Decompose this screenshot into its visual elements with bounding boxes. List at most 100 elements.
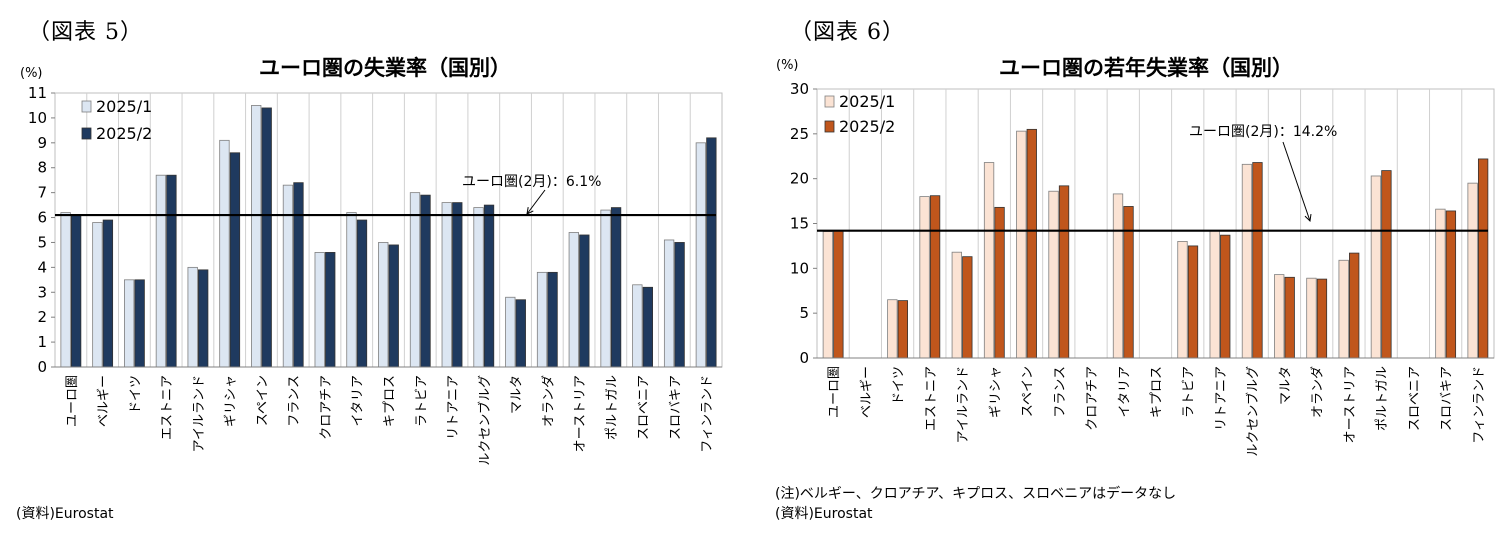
x-tick-label: ギリシャ — [988, 366, 1003, 418]
bar-chart-youth-unemployment: 0 5 10 15 20 25 30 ユーロ圏 ベルギー ドイツ エストニア アイルランド ギリシャ スペ… — [790, 80, 1495, 457]
bar-2025-2 — [1123, 206, 1134, 359]
y-tick-label: 6 — [37, 209, 47, 227]
y-tick-label: 2 — [37, 308, 47, 326]
bar-2025-2 — [962, 256, 973, 359]
callout-arrow — [1282, 141, 1311, 222]
x-tick-label: アイルランド — [956, 366, 971, 443]
source-note: (資料)Eurostat — [16, 506, 114, 522]
y-tick-label: 0 — [37, 358, 47, 376]
bar-2025-1 — [1241, 163, 1253, 359]
reference-line-label: ユーロ圏(2月)：14.2% — [1189, 124, 1337, 140]
y-tick-label: 30 — [790, 80, 809, 98]
bar-2025-1 — [568, 232, 579, 368]
x-tick-label: スロベニア — [1407, 366, 1422, 431]
x-tick-label: ポルトガル — [1375, 366, 1390, 431]
y-tick-label: 9 — [37, 134, 47, 152]
legend-label: 2025/1 — [96, 97, 152, 116]
legend-swatch — [824, 120, 835, 133]
bar-2025-2 — [515, 299, 526, 368]
bar-2025-1 — [983, 162, 995, 359]
x-tick-label: クロアチア — [1085, 366, 1100, 431]
x-tick-label: マルタ — [510, 375, 525, 414]
bar-2025-2 — [1252, 162, 1263, 359]
bar-2025-2 — [610, 207, 622, 368]
y-tick-label: 11 — [28, 84, 47, 102]
x-tick-label: エストニア — [160, 375, 175, 440]
bar-2025-1 — [473, 207, 484, 368]
x-tick-label: オーストリア — [573, 375, 588, 452]
x-tick-label: フランス — [1053, 366, 1068, 418]
bar-2025-1 — [378, 242, 389, 368]
y-tick-label: 15 — [790, 215, 809, 233]
y-tick-label: 25 — [790, 125, 809, 143]
bar-2025-2 — [70, 214, 82, 368]
bar-2025-2 — [229, 152, 241, 368]
x-tick-label: マルタ — [1278, 366, 1293, 405]
y-tick-label: 5 — [37, 233, 47, 251]
bar-2025-1 — [314, 252, 325, 368]
y-tick-label: 1 — [37, 333, 47, 351]
y-tick-label: 10 — [28, 109, 47, 127]
bar-chart-unemployment: 0 1 2 3 4 5 6 7 8 9 10 11 ユーロ圏 ベルギー ドイツ エストニア アイルランド ギリシャ… — [28, 84, 723, 466]
x-tick-label: リトアニア — [1214, 366, 1229, 431]
legend-swatch — [81, 127, 92, 140]
x-tick-label: キプロス — [1150, 366, 1165, 418]
bar-2025-1 — [1048, 190, 1059, 359]
y-tick-label: 10 — [790, 259, 809, 277]
bar-2025-2 — [166, 174, 177, 368]
x-tick-label: ドイツ — [128, 375, 143, 414]
bar-2025-2 — [1220, 234, 1231, 359]
x-tick-label: イタリア — [1117, 366, 1132, 417]
y-unit-label: (%) — [776, 58, 799, 73]
callout-arrowhead — [526, 207, 534, 215]
bar-2025-2 — [420, 194, 431, 368]
legend-label: 2025/2 — [839, 117, 895, 136]
bar-2025-1 — [441, 202, 452, 368]
bar-2025-2 — [356, 219, 368, 368]
y-tick-label: 7 — [37, 184, 47, 202]
y-tick-label: 3 — [37, 283, 47, 301]
x-tick-label: フィンランド — [1472, 366, 1487, 444]
bar-2025-2 — [1349, 252, 1360, 359]
x-tick-label: クロアチア — [319, 375, 334, 440]
bar-2025-2 — [1058, 185, 1070, 359]
bar-2025-2 — [1445, 210, 1457, 359]
x-tick-label: ポルトガル — [605, 375, 620, 440]
bar-2025-2 — [325, 252, 336, 368]
callout-arrowhead — [1304, 213, 1312, 223]
chart-panel-left: （図表 5） ユーロ圏の失業率（国別） (%) 0 1 2 3 4 5 6 7 8 9 10 11 ユー… — [0, 0, 750, 544]
bar-2025-1 — [124, 279, 135, 368]
x-tick-label: エストニア — [924, 366, 939, 431]
bar-2025-1 — [1016, 130, 1027, 359]
bar-2025-1 — [1370, 175, 1382, 359]
x-tick-label: アイルランド — [192, 375, 207, 452]
bar-2025-1 — [632, 284, 643, 368]
bar-2025-1 — [92, 222, 103, 368]
x-tick-label: キプロス — [383, 375, 398, 427]
bar-2025-2 — [293, 182, 304, 368]
bar-2025-1 — [1274, 274, 1285, 359]
bar-2025-2 — [929, 195, 941, 359]
bar-2025-2 — [579, 234, 590, 368]
bar-2025-2 — [674, 242, 685, 368]
x-tick-label: ユーロ圏 — [65, 375, 80, 427]
bar-2025-2 — [547, 271, 558, 368]
bar-2025-1 — [1306, 277, 1317, 359]
legend-label: 2025/1 — [839, 92, 895, 111]
bar-2025-1 — [155, 174, 167, 368]
callout-arrow — [526, 189, 546, 215]
bar-2025-2 — [102, 219, 114, 368]
bar-2025-2 — [134, 279, 145, 368]
bar-2025-1 — [536, 271, 548, 368]
bar-2025-1 — [1177, 241, 1188, 359]
bar-2025-2 — [1477, 158, 1489, 359]
legend-swatch — [824, 95, 835, 108]
bar-2025-1 — [695, 142, 707, 368]
bar-2025-2 — [706, 137, 717, 368]
bar-2025-2 — [1187, 245, 1199, 359]
x-tick-label: オーストリア — [1343, 366, 1358, 443]
x-tick-label: スペイン — [1021, 366, 1036, 417]
bar-2025-1 — [60, 212, 71, 368]
bar-2025-1 — [1209, 230, 1220, 359]
bar-2025-1 — [951, 251, 962, 359]
